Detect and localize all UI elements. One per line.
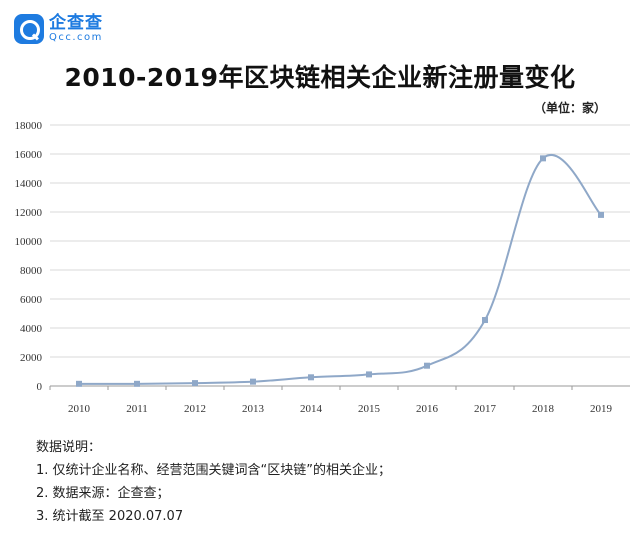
note-item-1: 1. 仅统计企业名称、经营范围关键词含“区块链”的相关企业； — [36, 463, 392, 478]
data-notes: 数据说明： 1. 仅统计企业名称、经营范围关键词含“区块链”的相关企业； 2. … — [36, 436, 391, 528]
x-tick-label: 2019 — [590, 403, 613, 415]
y-tick-label: 10000 — [15, 236, 43, 248]
y-tick-label: 16000 — [15, 149, 43, 161]
unit-label: （单位：家） — [533, 101, 606, 115]
data-point — [598, 211, 604, 218]
data-point — [308, 374, 314, 381]
x-tick-label: 2010 — [68, 403, 91, 415]
data-point — [134, 380, 140, 387]
x-tick-label: 2011 — [126, 403, 148, 415]
y-tick-label: 4000 — [20, 323, 43, 335]
x-tick-label: 2014 — [300, 403, 323, 415]
series-line — [78, 154, 602, 385]
y-tick-label: 12000 — [15, 207, 43, 219]
y-tick-label: 18000 — [15, 120, 43, 132]
x-tick-label: 2013 — [242, 403, 265, 415]
data-point — [192, 380, 198, 387]
y-tick-label: 0 — [37, 381, 43, 393]
note-item-2: 2. 数据来源：企查查； — [36, 486, 170, 501]
data-point — [366, 371, 372, 378]
line-chart: 0 2000 4000 6000 8000 10000 12000 14000 16000 180… — [15, 120, 630, 415]
y-tick-label: 6000 — [20, 294, 43, 306]
y-tick-label: 8000 — [20, 265, 43, 277]
note-item-3: 3. 统计截至 2020.07.07 — [36, 509, 184, 524]
data-point — [250, 378, 256, 385]
x-tick-label: 2018 — [532, 403, 555, 415]
data-point — [76, 380, 82, 387]
x-tick-label: 2012 — [184, 403, 206, 415]
y-tick-label: 14000 — [15, 178, 43, 190]
data-point — [540, 155, 546, 162]
data-point — [482, 317, 488, 324]
brand-logo: 企查查 Qcc.com — [14, 14, 103, 44]
x-tick-label: 2016 — [416, 403, 439, 415]
chart-title: 2010-2019年区块链相关企业新注册量变化 — [64, 63, 576, 92]
x-tick-label: 2017 — [474, 403, 497, 415]
y-tick-label: 2000 — [20, 352, 43, 364]
data-point — [424, 362, 430, 369]
x-tick-label: 2015 — [358, 403, 381, 415]
magnifier-q-icon — [14, 14, 44, 44]
brand-domain: Qcc.com — [49, 31, 103, 43]
brand-name: 企查查 — [49, 12, 103, 33]
notes-heading: 数据说明： — [36, 440, 102, 455]
